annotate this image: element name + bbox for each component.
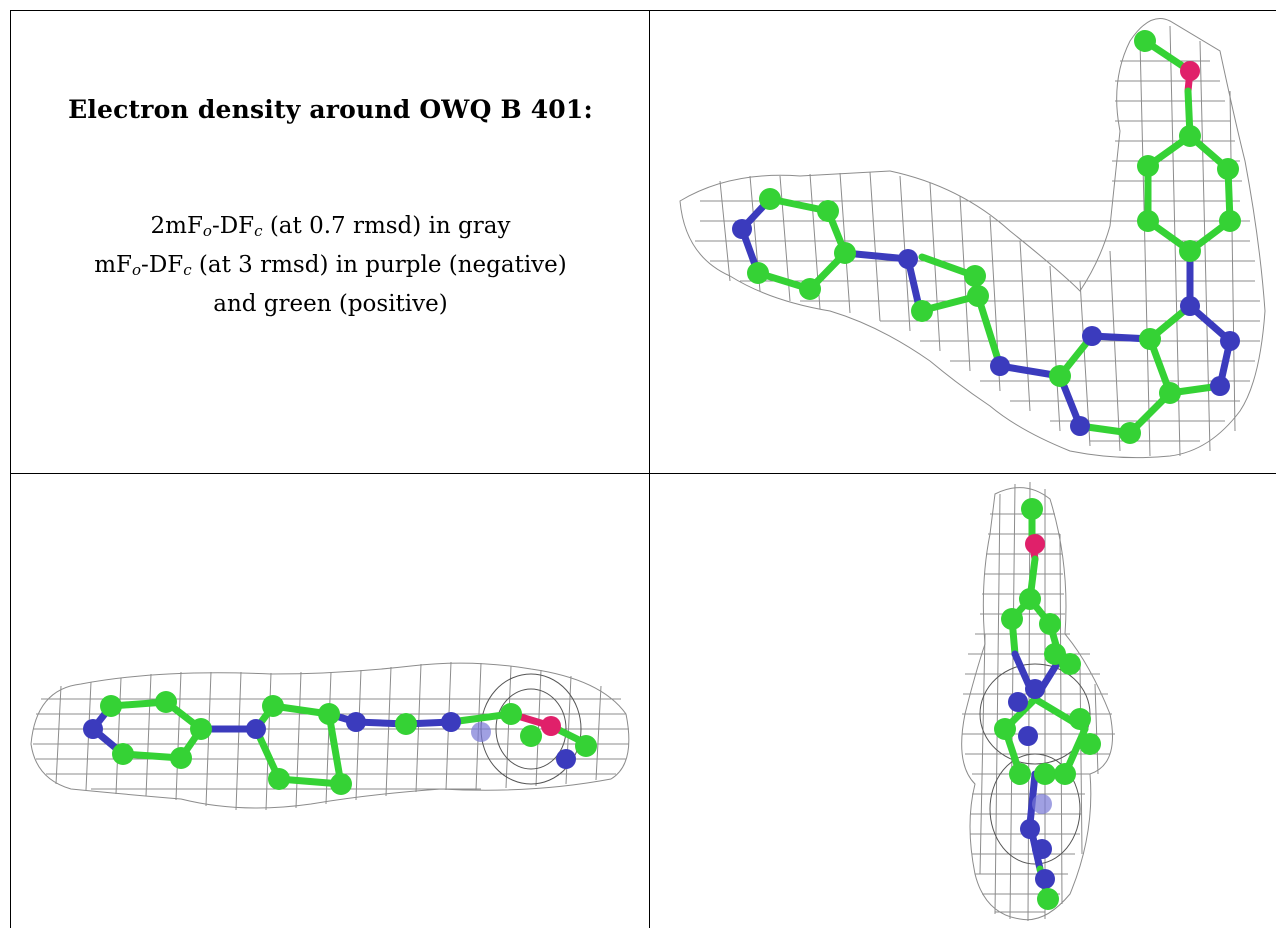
view-bottom-left — [11, 474, 649, 928]
figure-grid: Electron density around OWQ B 401: 2mFo-… — [10, 10, 1276, 928]
legend-line-1: 2mFo-DFc (at 0.7 rmsd) in gray — [150, 213, 511, 240]
middle-border — [10, 473, 1276, 474]
molecule-atoms-side — [83, 691, 597, 795]
legend-line-3: and green (positive) — [213, 291, 448, 317]
top-border — [10, 10, 1276, 11]
panel-title: Electron density around OWQ B 401: — [68, 95, 593, 124]
left-border — [10, 10, 11, 928]
molecule-mesh-view-top — [679, 18, 1266, 459]
text-panel: Electron density around OWQ B 401: 2mFo-… — [11, 11, 649, 473]
molecule-bonds-top — [738, 37, 1234, 437]
molecule-atoms-end — [994, 498, 1101, 910]
view-top-right — [650, 11, 1276, 473]
molecule-atoms-top — [732, 30, 1241, 444]
view-bottom-right — [650, 474, 1276, 928]
molecule-mesh-view-side — [30, 661, 630, 811]
molecule-mesh-view-end — [961, 481, 1115, 922]
legend-line-2: mFo-DFc (at 3 rmsd) in purple (negative) — [94, 252, 567, 279]
center-border — [649, 10, 650, 928]
density-legend: 2mFo-DFc (at 0.7 rmsd) in gray mFo-DFc (… — [11, 207, 649, 324]
